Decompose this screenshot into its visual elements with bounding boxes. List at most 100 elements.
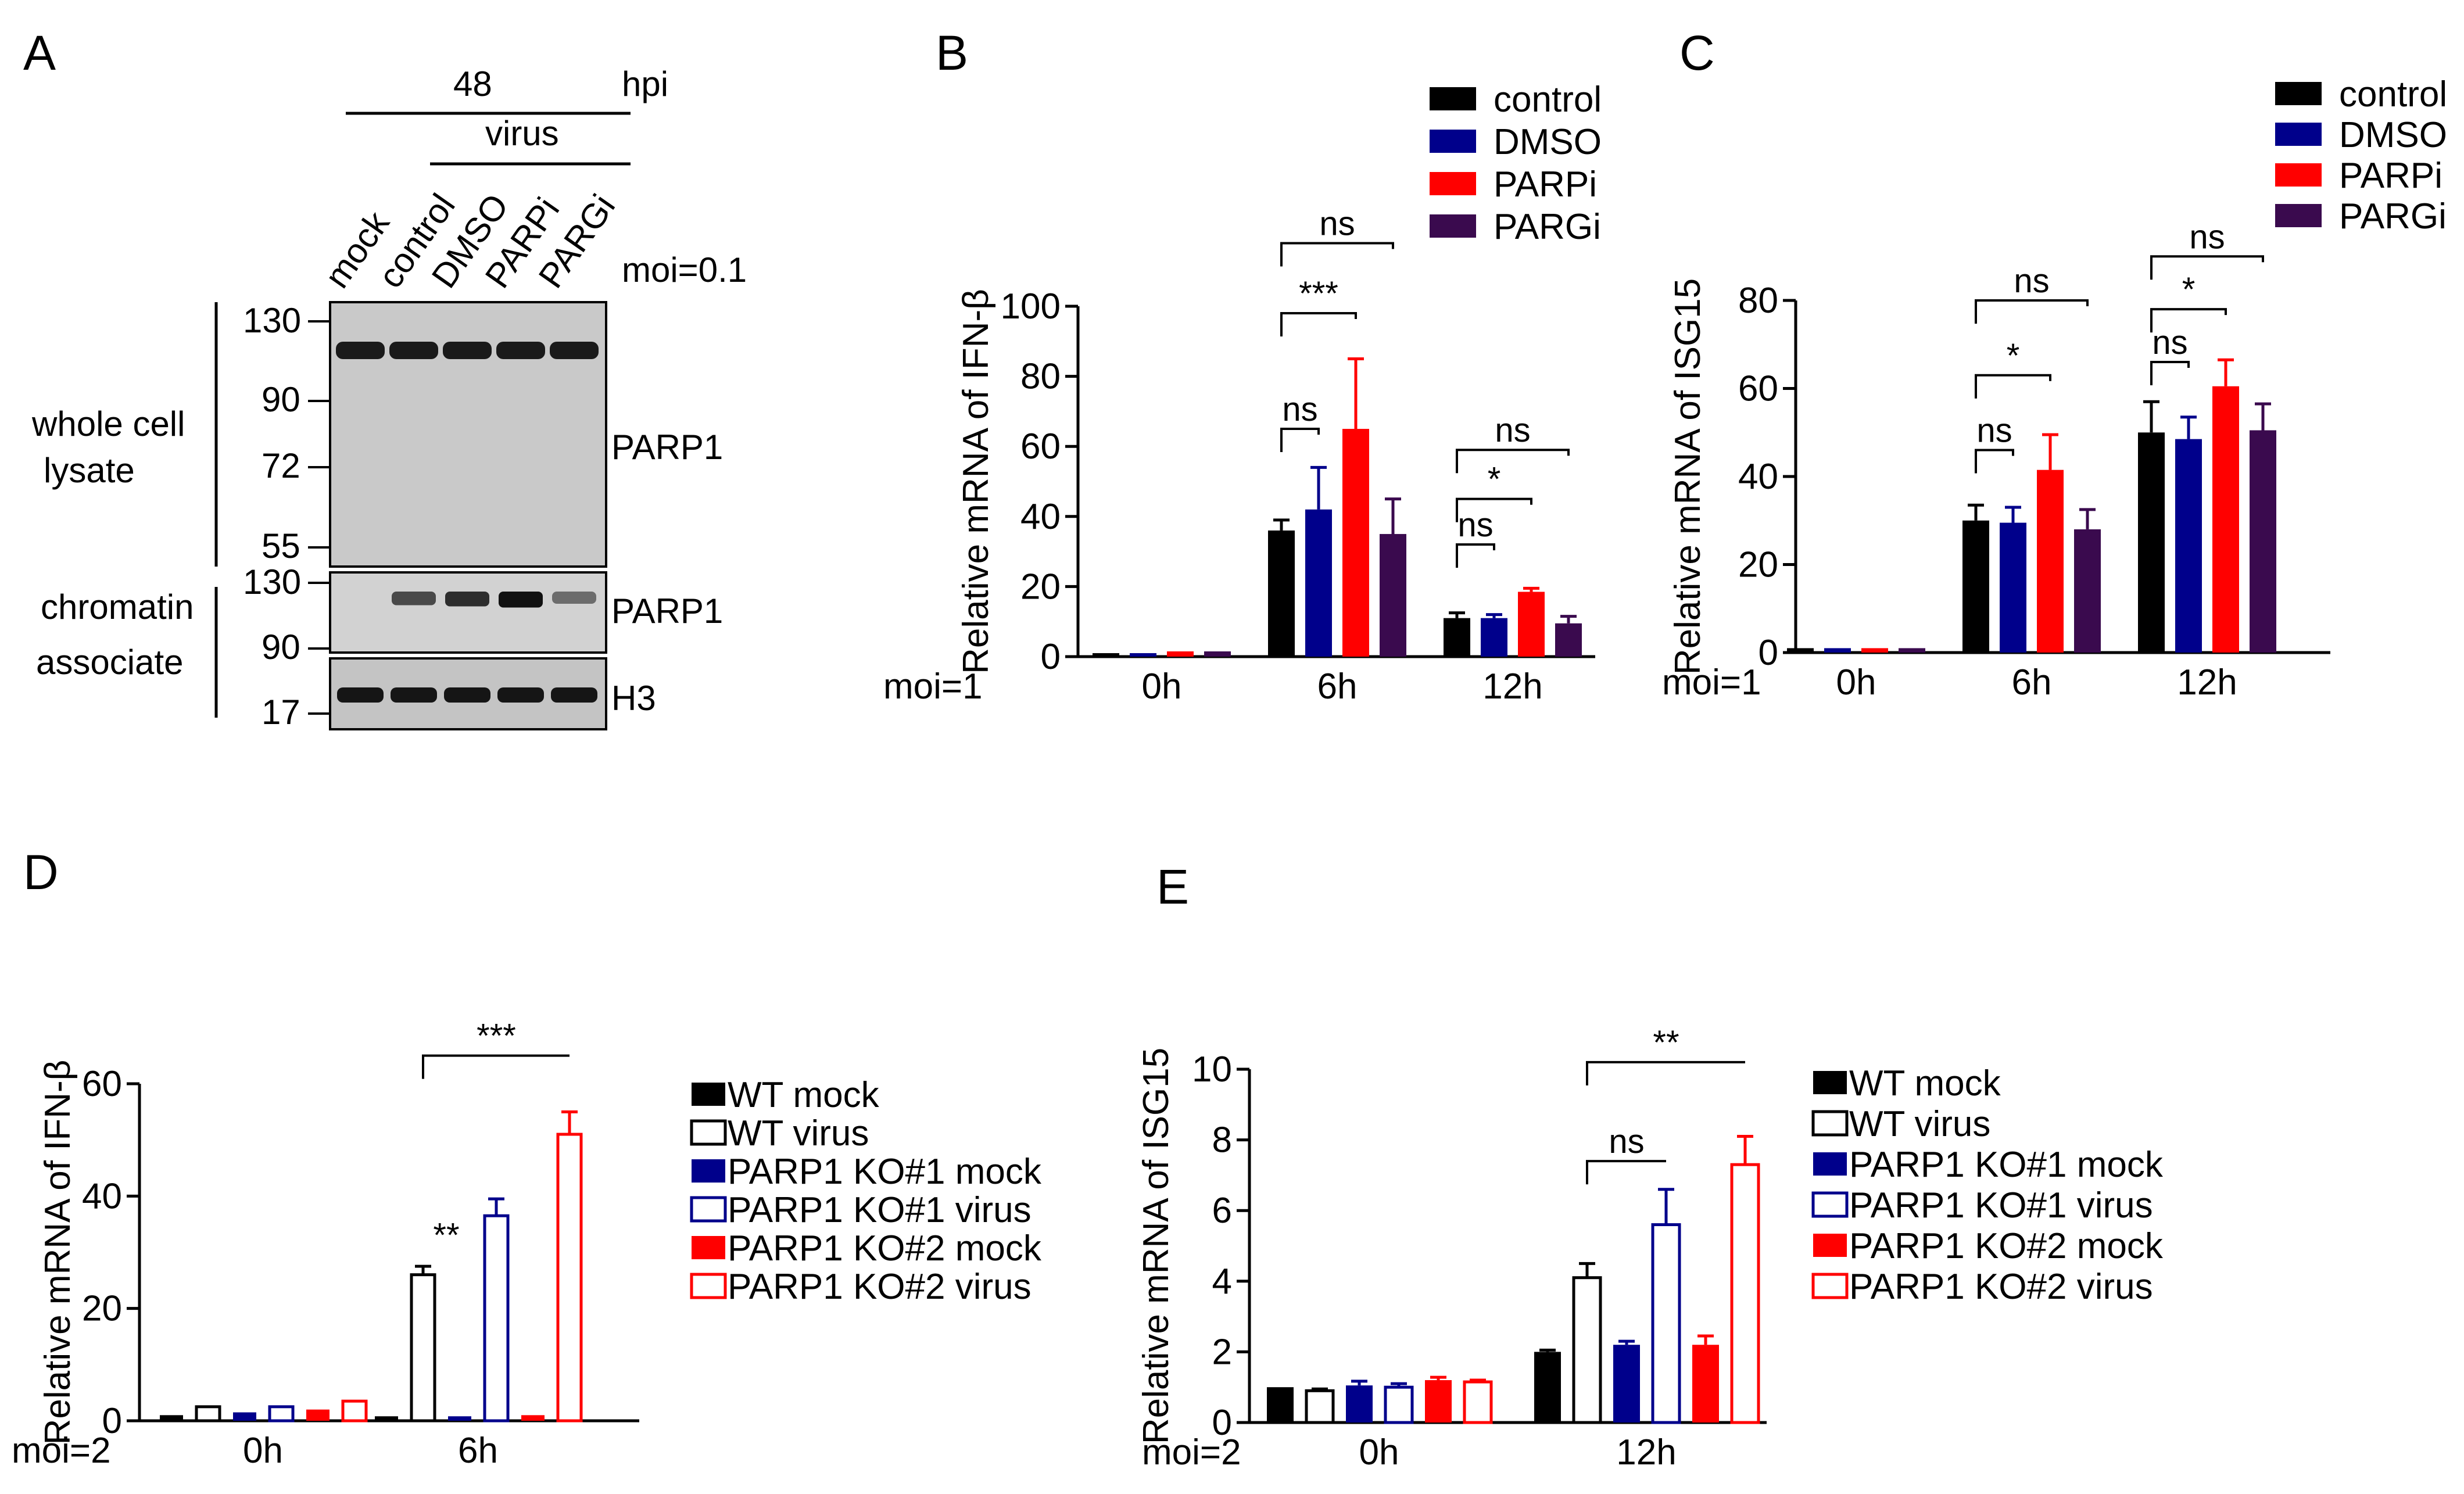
significance-bracket [1975,374,2051,399]
mw-whole-55: 55 [262,526,300,565]
legend-swatch [692,1236,725,1259]
legend-swatch [2275,82,2322,105]
bar [1305,509,1332,657]
bar [1267,1387,1294,1423]
y-tick-label: 20 [1738,545,1778,585]
significance-bracket [1456,543,1495,568]
y-tick-label: 2 [1212,1332,1232,1372]
y-axis-title: Relative mRNA of ISG15 [1668,278,1708,675]
bar [1268,530,1295,657]
bar [1787,648,1814,653]
bar [2250,430,2276,653]
legend-label: PARP1 KO#2 mock [1849,1226,2164,1266]
bar [1342,429,1369,657]
x-tick-label: 12h [2177,662,2237,703]
significance-label: ns [2152,324,2187,361]
bar [2000,522,2026,653]
significance-label: ** [433,1216,459,1254]
band-parp1-chrom [392,592,436,606]
section-chrom-line2: associate [36,643,183,682]
bar [2212,386,2239,653]
bar [1824,648,1851,653]
legend-swatch [690,1119,727,1146]
bar [2074,529,2101,653]
bar [2037,470,2064,653]
section-whole-line1: whole cell [31,404,185,443]
bar [1444,618,1470,657]
y-tick-label: 40 [1738,457,1778,497]
bar [521,1415,545,1421]
bar [410,1273,436,1423]
legend-label: PARP1 KO#1 virus [728,1190,1032,1230]
y-tick-label: 0 [102,1401,122,1441]
bar [1555,623,1582,657]
y-tick-label: 80 [1738,281,1778,321]
band-h3 [391,687,437,703]
significance-label: *** [1299,275,1338,313]
significance-label: ns [1976,412,2012,450]
moi-label-a: moi=0.1 [622,250,747,289]
significance-bracket [2150,361,2190,386]
y-tick-label: 10 [1192,1049,1232,1090]
bar [483,1214,510,1423]
mw-chrom-130: 130 [243,563,301,601]
y-tick-label: 4 [1212,1262,1232,1302]
band-parp1-chrom [445,592,489,607]
band-parp1-whole [336,342,385,359]
legend-label: PARPi [2339,156,2442,196]
y-tick-label: 0 [1212,1403,1232,1443]
legend-swatch [1430,130,1476,153]
mw-whole-72: 72 [262,446,300,485]
bar [1899,648,1925,653]
protein-label-parp1-chrom: PARP1 [611,592,723,630]
time-label: 48 [453,65,492,103]
x-tick-label: 6h [458,1431,498,1471]
y-tick-label: 0 [1759,633,1778,673]
y-tick-label: 8 [1212,1120,1232,1160]
significance-label: ns [1282,390,1317,428]
significance-bracket [2150,308,2227,333]
x-tick-label: 12h [1616,1432,1676,1472]
significance-label: * [1488,461,1501,499]
bar [1518,592,1545,657]
significance-label: ns [1609,1123,1644,1160]
bar [448,1416,471,1421]
significance-bracket [2150,255,2264,280]
significance-bracket [1280,312,1357,337]
band-h3 [551,687,597,703]
legend-swatch [1813,1152,1847,1176]
legend-swatch [1811,1110,1849,1137]
band-h3 [444,687,490,703]
legend-swatch [690,1196,727,1223]
significance-label: ns [1319,205,1355,242]
moi-label: moi=2 [1142,1432,1241,1472]
bar [1093,653,1119,657]
mw-whole-130: 130 [243,301,301,340]
significance-bracket [1586,1061,1745,1085]
legend-label: PARP1 KO#1 virus [1849,1185,2153,1226]
significance-bracket [1456,449,1570,474]
panel-label-b: B [936,26,968,80]
band-parp1-whole [443,342,492,359]
bar [1167,651,1194,657]
bar [1384,1385,1414,1424]
legend-swatch [2275,204,2322,227]
bar [1463,1380,1493,1424]
bar [1572,1276,1602,1424]
legend-swatch [2275,163,2322,187]
panel-label-d: D [23,845,59,900]
legend-label: PARP1 KO#2 virus [728,1267,1032,1307]
moi-label: moi=1 [883,667,983,707]
significance-label: ns [1457,506,1493,544]
y-tick-label: 60 [82,1064,122,1104]
bar [2175,439,2202,653]
bar [306,1409,330,1421]
legend-label: PARP1 KO#2 virus [1849,1267,2153,1307]
x-tick-label: 6h [2012,662,2052,703]
mw-chrom-90: 90 [262,628,300,667]
panel-label-c: C [1679,26,1715,80]
y-tick-label: 20 [1020,567,1061,607]
band-parp1-whole [496,342,545,359]
